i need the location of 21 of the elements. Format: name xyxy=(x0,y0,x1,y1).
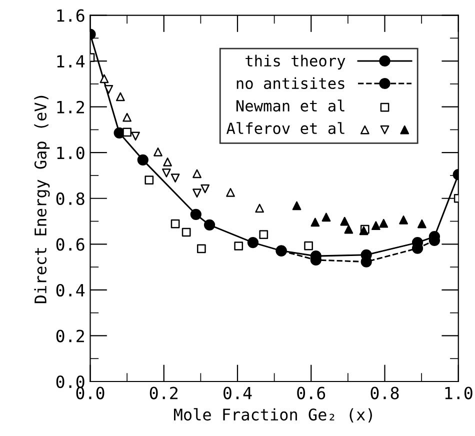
x-tick-label: 0.4 xyxy=(224,386,252,400)
legend-label: Alferov et al xyxy=(226,122,344,134)
x-tick-label: 0.8 xyxy=(370,386,399,400)
legend-label: Newman et al xyxy=(236,100,344,112)
legend-label: no antisites xyxy=(236,77,344,90)
y-tick-label: 0.2 xyxy=(56,330,84,342)
y-tick-label: 1.2 xyxy=(57,100,84,114)
x-tick-label: 0.0 xyxy=(76,386,104,400)
y-tick-label: 0.6 xyxy=(56,238,84,251)
y-axis-title: Direct Energy Gap (eV) xyxy=(34,96,50,304)
y-tick-label: 1.0 xyxy=(57,146,84,160)
x-tick-label: 0.6 xyxy=(297,386,326,400)
legend-label: this theory xyxy=(246,54,346,70)
y-tick-label: 0.4 xyxy=(56,284,85,297)
x-tick-label: 0.2 xyxy=(150,386,178,400)
x-tick-label: 1.0 xyxy=(445,386,472,400)
y-tick-label: 1.4 xyxy=(57,55,85,68)
y-tick-label: 1.6 xyxy=(57,9,84,22)
y-tick-label: 0.8 xyxy=(56,192,84,205)
y-tick-label: 0.0 xyxy=(56,376,84,388)
x-axis-title: Mole Fraction Ge₂ (x) xyxy=(174,408,372,422)
